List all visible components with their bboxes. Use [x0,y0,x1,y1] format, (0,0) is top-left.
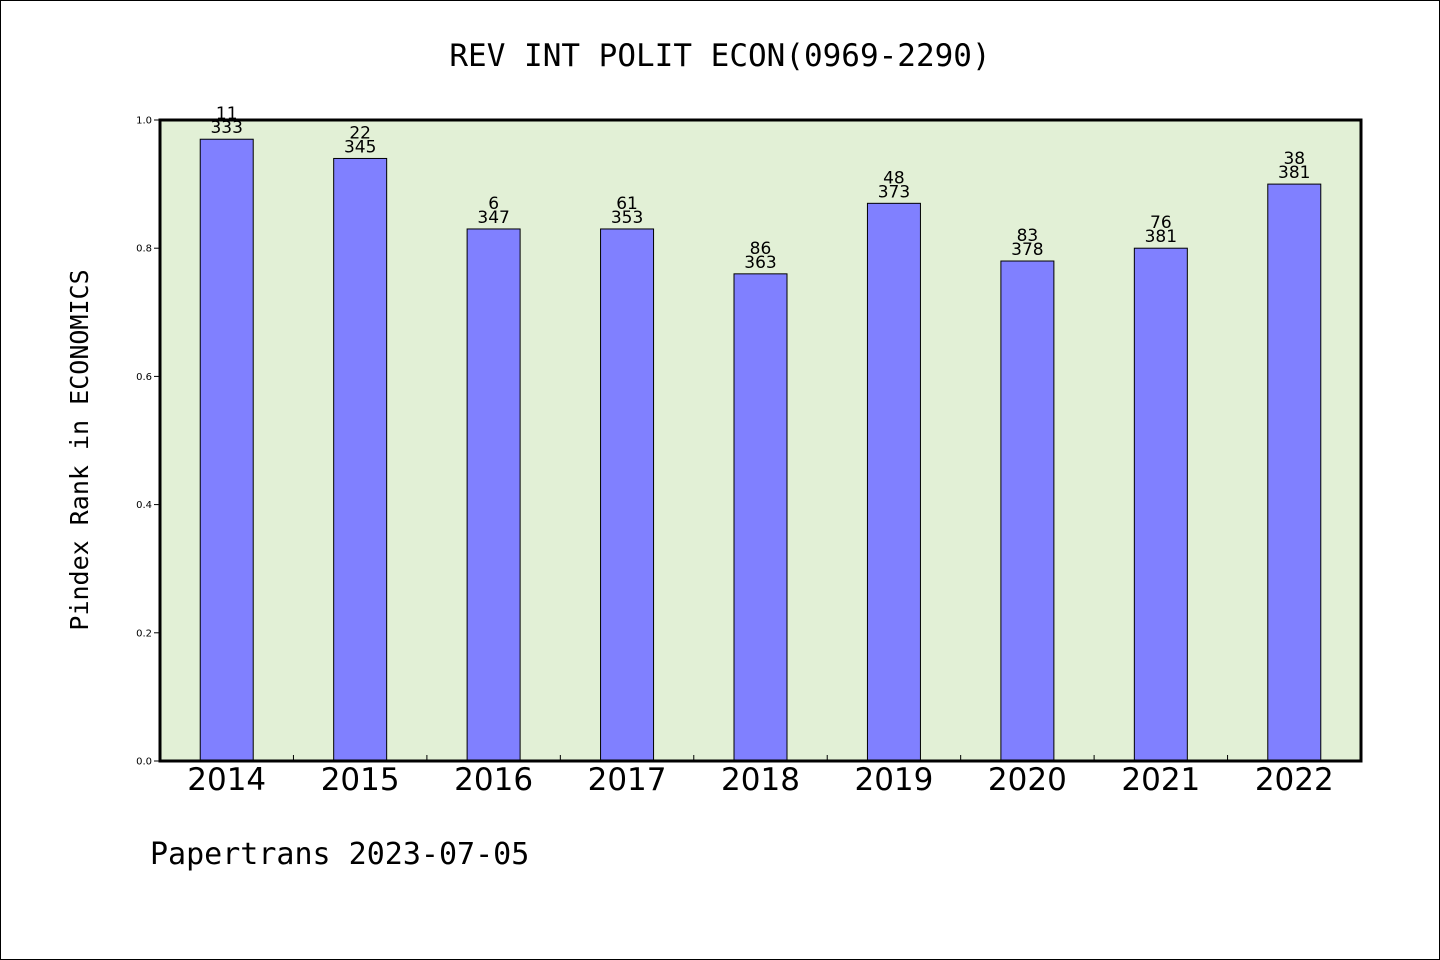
bar-rank-label-2019: 48 [883,168,905,188]
bar-rank-label-2020: 83 [1017,226,1039,246]
bar-rank-label-2021: 76 [1150,213,1172,233]
bar-2017 [600,228,655,762]
x-tick-label-2014: 2014 [187,762,266,798]
bar-2022 [1267,183,1322,762]
y-tick-label: 0.0 [136,757,152,768]
bar-rank-label-2015: 22 [349,123,371,143]
y-tick-label: 0.2 [136,628,152,639]
x-tick-label-2021: 2021 [1121,762,1200,798]
y-tick-label: 1.0 [136,116,152,127]
x-tick-label-2020: 2020 [988,762,1067,798]
bar-total-label-2021: 381 [1145,227,1177,247]
bars-group [199,138,1322,762]
bar-total-label-2015: 345 [344,137,376,157]
bar-2015 [333,157,388,762]
x-tick-label-2016: 2016 [454,762,533,798]
bar-total-label-2018: 363 [744,253,776,273]
bar-total-label-2019: 373 [878,182,910,202]
bar-total-label-2014: 333 [210,118,242,138]
y-tick-label: 0.4 [136,500,152,511]
bar-2018 [733,273,788,762]
x-tick-label-2017: 2017 [588,762,667,798]
bar-rank-label-2018: 86 [750,239,772,259]
y-axis-ticks: 0.0 0.2 0.4 0.6 0.8 1.0 [136,116,160,768]
bar-2014 [199,138,254,762]
plot-border [158,118,1363,763]
bar-total-label-2022: 381 [1278,163,1310,183]
bar-rank-label-2017: 61 [616,194,638,214]
x-tick-label-2018: 2018 [721,762,800,798]
chart-title: REV INT POLIT ECON(0969-2290) [449,38,990,74]
x-tick-label-2015: 2015 [321,762,400,798]
x-tick-label-2022: 2022 [1255,762,1334,798]
bar-total-label-2016: 347 [477,208,509,228]
bar-rank-label-2022: 38 [1283,149,1305,169]
bar-2019 [866,202,921,762]
bar-total-label-2017: 353 [611,208,643,228]
y-axis-label: Pindex Rank in ECONOMICS [65,269,94,630]
footer-text: Papertrans 2023-07-05 [150,837,529,872]
bar-total-label-2020: 378 [1011,240,1043,260]
bar-rank-label-2016: 6 [488,194,499,214]
y-tick-label: 0.6 [136,372,152,383]
bar-2016 [466,228,521,762]
x-tick-label-2019: 2019 [854,762,933,798]
bar-2021 [1133,247,1188,762]
x-axis-ticks: 2014 2015 2016 2017 2018 2019 2020 2021 2022 [187,755,1334,798]
y-tick-label: 0.8 [136,244,152,255]
bar-2020 [1000,260,1055,762]
